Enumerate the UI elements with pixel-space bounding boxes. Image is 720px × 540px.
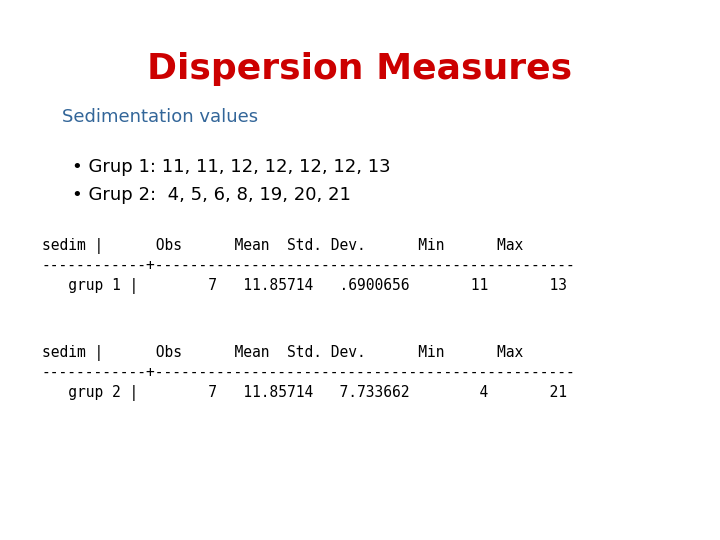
Text: sedim |      Obs      Mean  Std. Dev.      Min      Max: sedim | Obs Mean Std. Dev. Min Max — [42, 345, 523, 361]
Text: • Grup 2:  4, 5, 6, 8, 19, 20, 21: • Grup 2: 4, 5, 6, 8, 19, 20, 21 — [72, 186, 351, 204]
Text: Sedimentation values: Sedimentation values — [62, 108, 258, 126]
Text: grup 2 |        7   11.85714   7.733662        4       21: grup 2 | 7 11.85714 7.733662 4 21 — [42, 385, 567, 401]
Text: • Grup 1: 11, 11, 12, 12, 12, 12, 13: • Grup 1: 11, 11, 12, 12, 12, 12, 13 — [72, 158, 391, 176]
Text: ------------+------------------------------------------------: ------------+---------------------------… — [42, 258, 576, 273]
Text: Dispersion Measures: Dispersion Measures — [148, 52, 572, 86]
Text: grup 1 |        7   11.85714   .6900656       11       13: grup 1 | 7 11.85714 .6900656 11 13 — [42, 278, 567, 294]
Text: ------------+------------------------------------------------: ------------+---------------------------… — [42, 365, 576, 380]
Text: sedim |      Obs      Mean  Std. Dev.      Min      Max: sedim | Obs Mean Std. Dev. Min Max — [42, 238, 523, 254]
